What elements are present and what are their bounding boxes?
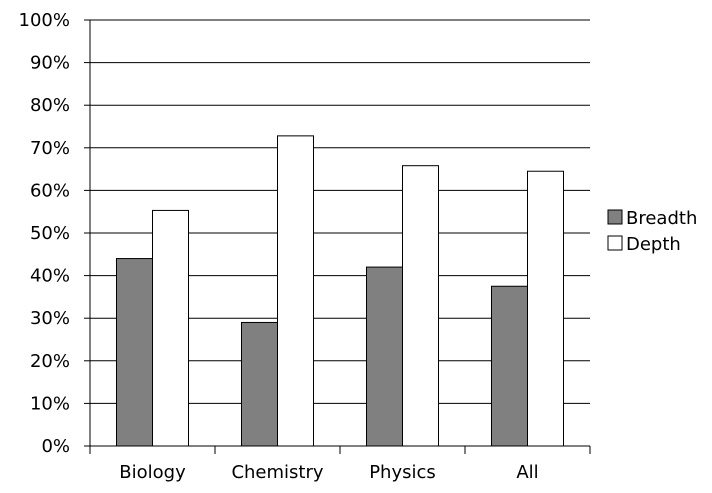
legend-swatch-breadth [607, 209, 623, 225]
bars [116, 135, 564, 447]
y-tick-label: 30% [30, 308, 70, 329]
legend-label-depth: Depth [626, 234, 681, 255]
y-tick-label: 50% [30, 223, 70, 244]
bar-depth-physics [402, 165, 439, 447]
x-tick-label: Biology [119, 462, 186, 483]
y-tick-label: 90% [30, 53, 70, 74]
bar-depth-all [527, 170, 564, 447]
y-tick-label: 0% [41, 436, 70, 457]
bar-breadth-biology [116, 258, 153, 447]
legend: Breadth Depth [607, 208, 697, 255]
bar-depth-chemistry [277, 135, 314, 447]
bar-depth-biology [152, 209, 189, 447]
y-axis-tick-labels: 0% 10% 20% 30% 40% 50% 60% 70% 80% 90% 100% [19, 10, 70, 457]
legend-swatch-depth [607, 235, 623, 251]
x-axis-tick-labels: Biology Chemistry Physics All [119, 462, 538, 483]
y-tick-label: 60% [30, 180, 70, 201]
x-tick-label: Physics [369, 462, 436, 483]
bar-breadth-chemistry [241, 321, 278, 447]
bar-breadth-all [491, 285, 528, 447]
y-tick-label: 40% [30, 266, 70, 287]
x-tick-label: Chemistry [231, 462, 323, 483]
y-tick-label: 80% [30, 95, 70, 116]
axes [84, 19, 591, 454]
legend-label-breadth: Breadth [626, 208, 697, 229]
y-tick-label: 70% [30, 138, 70, 159]
bar-breadth-physics [366, 266, 403, 447]
y-tick-label: 100% [19, 10, 70, 31]
y-tick-label: 20% [30, 351, 70, 372]
x-tick-label: All [516, 462, 538, 483]
y-tick-label: 10% [30, 393, 70, 414]
